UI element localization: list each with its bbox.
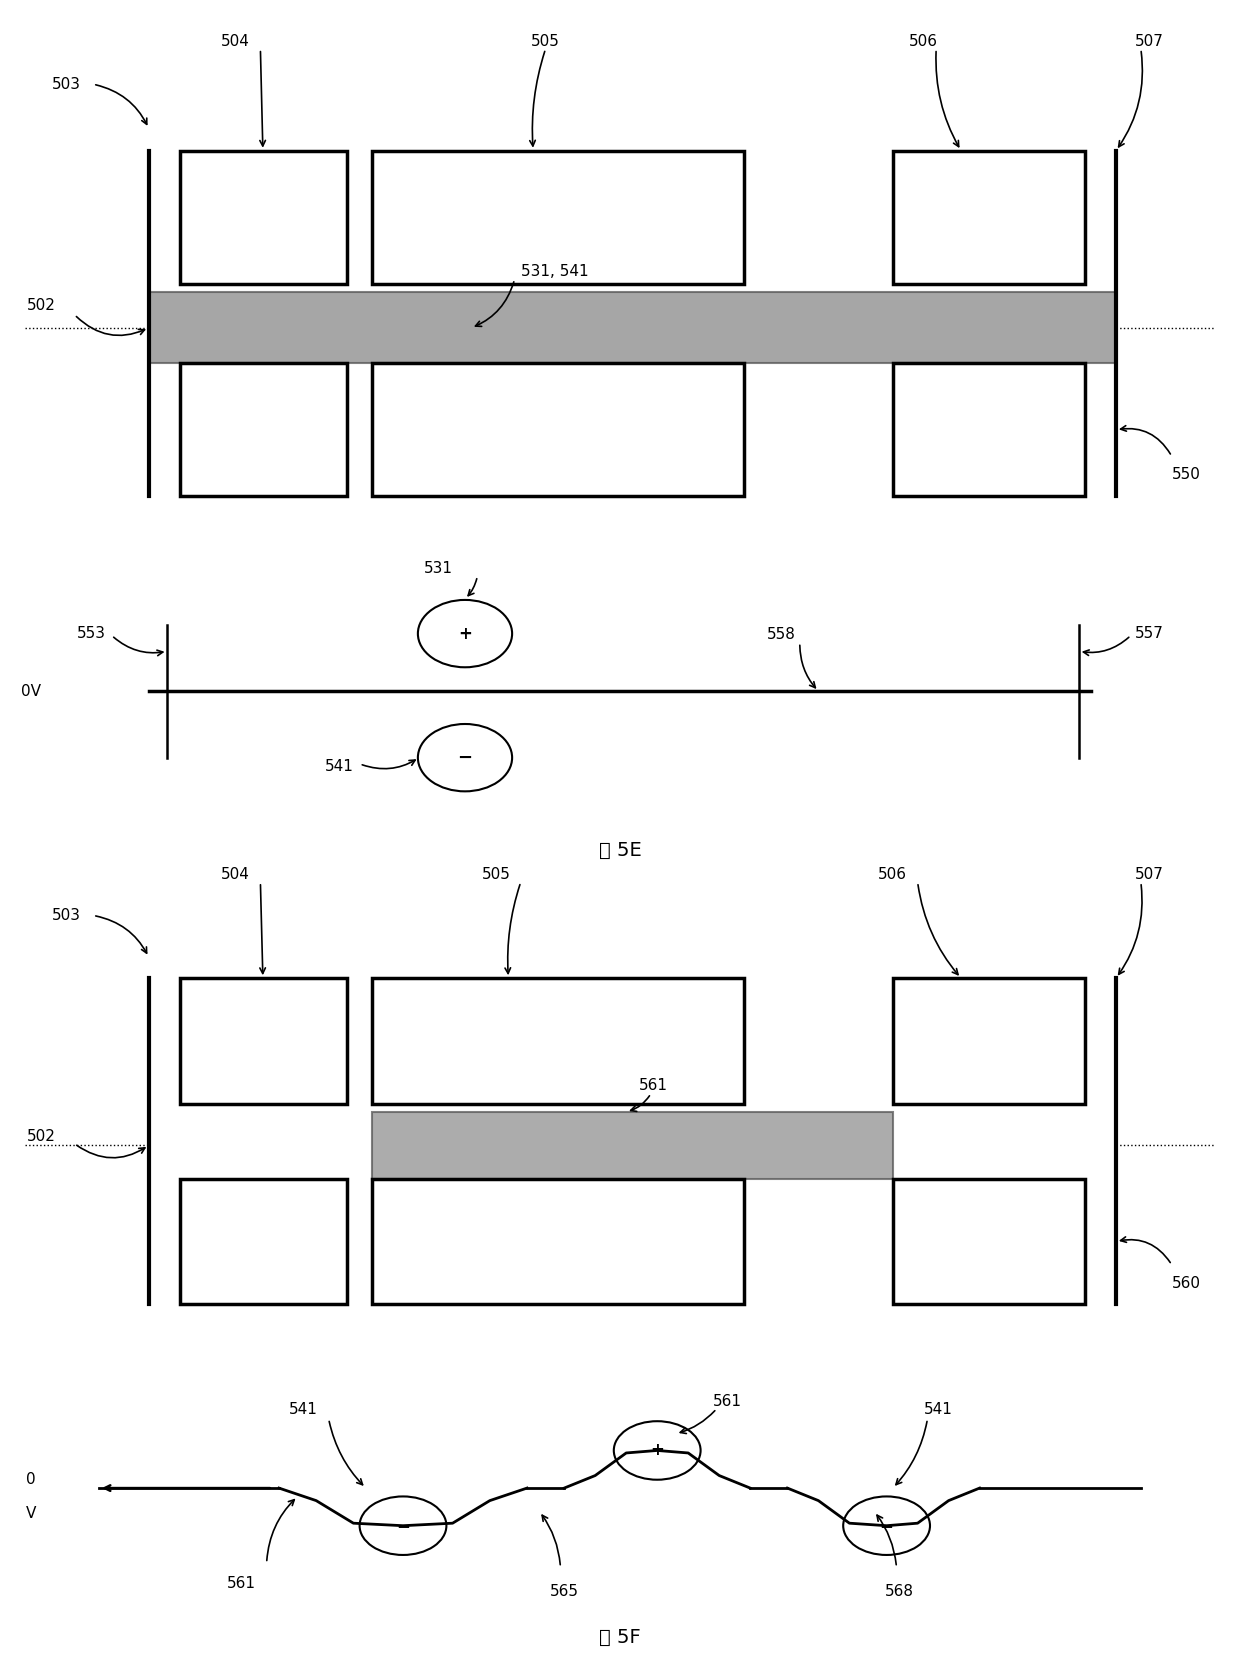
- Text: 560: 560: [1172, 1276, 1200, 1291]
- FancyBboxPatch shape: [893, 363, 1085, 497]
- FancyBboxPatch shape: [372, 363, 744, 497]
- Text: 531: 531: [424, 562, 453, 577]
- FancyBboxPatch shape: [893, 1179, 1085, 1304]
- Text: 504: 504: [221, 868, 250, 883]
- Text: 507: 507: [1135, 868, 1163, 883]
- Text: 502: 502: [27, 1130, 56, 1144]
- Text: 557: 557: [1135, 625, 1163, 640]
- FancyBboxPatch shape: [372, 1112, 893, 1179]
- FancyBboxPatch shape: [180, 1179, 347, 1304]
- Text: −: −: [458, 749, 472, 767]
- Text: 505: 505: [481, 868, 511, 883]
- Text: −: −: [879, 1517, 894, 1535]
- Text: 531, 541: 531, 541: [521, 264, 589, 279]
- Text: 565: 565: [549, 1585, 579, 1598]
- Text: 541: 541: [325, 759, 353, 774]
- FancyBboxPatch shape: [893, 150, 1085, 284]
- Text: 0V: 0V: [21, 684, 41, 699]
- Text: +: +: [458, 625, 472, 642]
- Text: 0: 0: [26, 1473, 36, 1486]
- FancyBboxPatch shape: [372, 150, 744, 284]
- Text: 503: 503: [52, 908, 81, 923]
- FancyBboxPatch shape: [180, 978, 347, 1104]
- Text: V: V: [26, 1506, 36, 1520]
- Text: 图 5F: 图 5F: [599, 1629, 641, 1647]
- Text: 506: 506: [909, 33, 939, 48]
- Text: 550: 550: [1172, 466, 1200, 482]
- Text: 541: 541: [924, 1403, 952, 1418]
- Text: 图 5E: 图 5E: [599, 841, 641, 859]
- FancyBboxPatch shape: [893, 978, 1085, 1104]
- Text: 558: 558: [766, 627, 796, 642]
- Text: 507: 507: [1135, 33, 1163, 48]
- FancyBboxPatch shape: [180, 363, 347, 497]
- Text: 503: 503: [52, 77, 81, 92]
- Text: 561: 561: [639, 1078, 667, 1093]
- Text: 561: 561: [227, 1575, 257, 1590]
- FancyBboxPatch shape: [372, 1179, 744, 1304]
- Text: −: −: [396, 1517, 410, 1535]
- Text: 502: 502: [27, 298, 56, 313]
- FancyBboxPatch shape: [149, 293, 1116, 363]
- Text: 504: 504: [221, 33, 250, 48]
- Text: 561: 561: [713, 1394, 742, 1408]
- Text: 506: 506: [878, 868, 908, 883]
- Text: 541: 541: [289, 1403, 319, 1418]
- Text: 568: 568: [884, 1585, 914, 1598]
- FancyBboxPatch shape: [180, 150, 347, 284]
- Text: +: +: [650, 1441, 665, 1460]
- Text: 553: 553: [77, 625, 105, 640]
- FancyBboxPatch shape: [372, 978, 744, 1104]
- Text: 505: 505: [531, 33, 560, 48]
